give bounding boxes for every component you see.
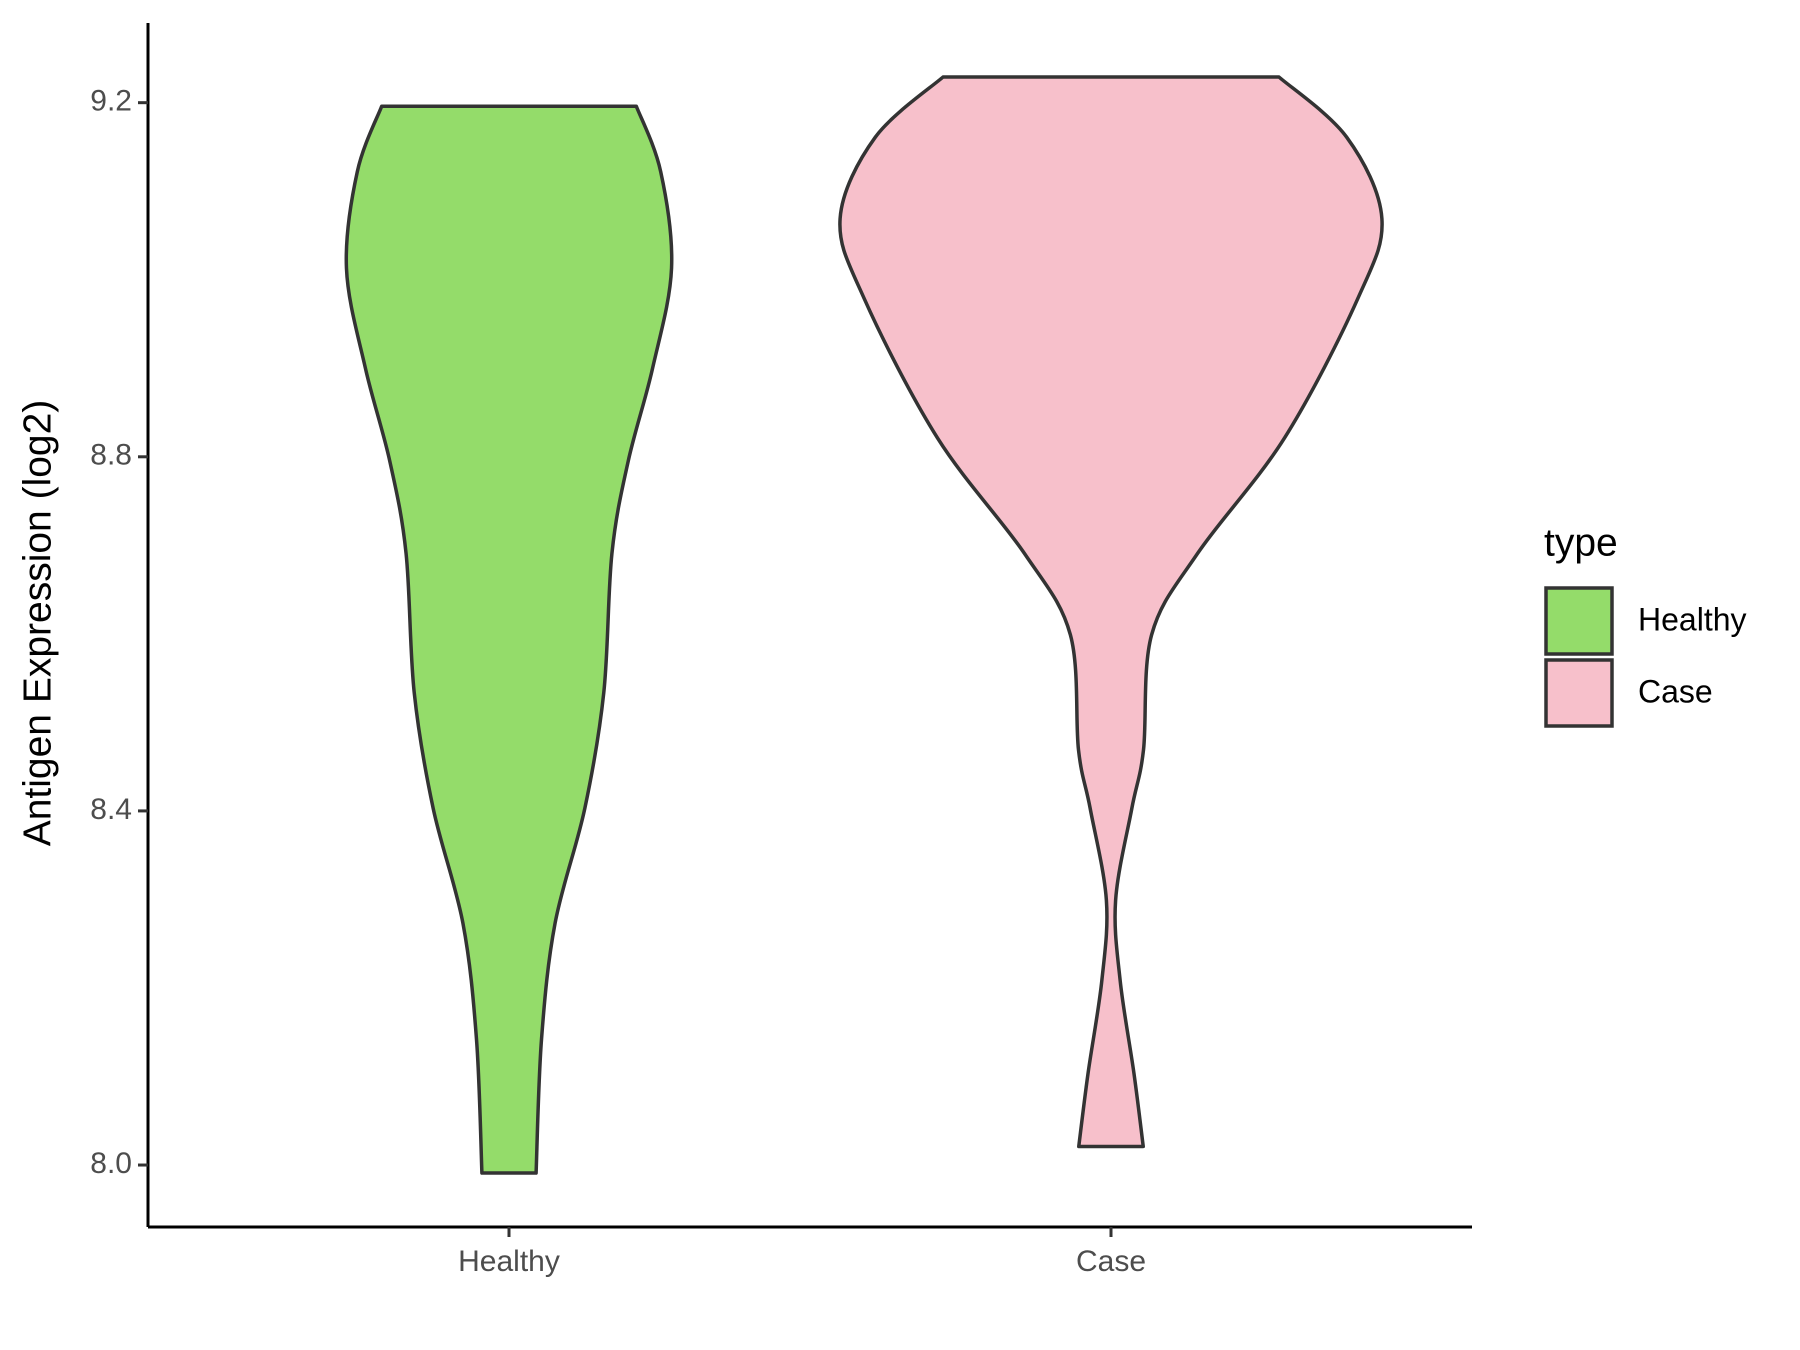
y-tick-label: 8.4 <box>90 793 132 826</box>
y-tick-label: 8.8 <box>90 439 132 472</box>
x-tick-label: Case <box>1076 1245 1146 1278</box>
legend-label: Healthy <box>1638 601 1747 637</box>
x-tick-label: Healthy <box>458 1245 560 1278</box>
legend-title: type <box>1544 521 1618 564</box>
y-axis-title: Antigen Expression (log2) <box>16 400 59 847</box>
y-tick-label: 9.2 <box>90 85 132 118</box>
violin <box>838 75 1384 1149</box>
legend-label: Case <box>1638 673 1713 709</box>
violin <box>344 104 674 1175</box>
y-tick-label: 8.0 <box>90 1147 132 1180</box>
legend-key <box>1544 658 1614 728</box>
legend-key <box>1544 586 1614 656</box>
